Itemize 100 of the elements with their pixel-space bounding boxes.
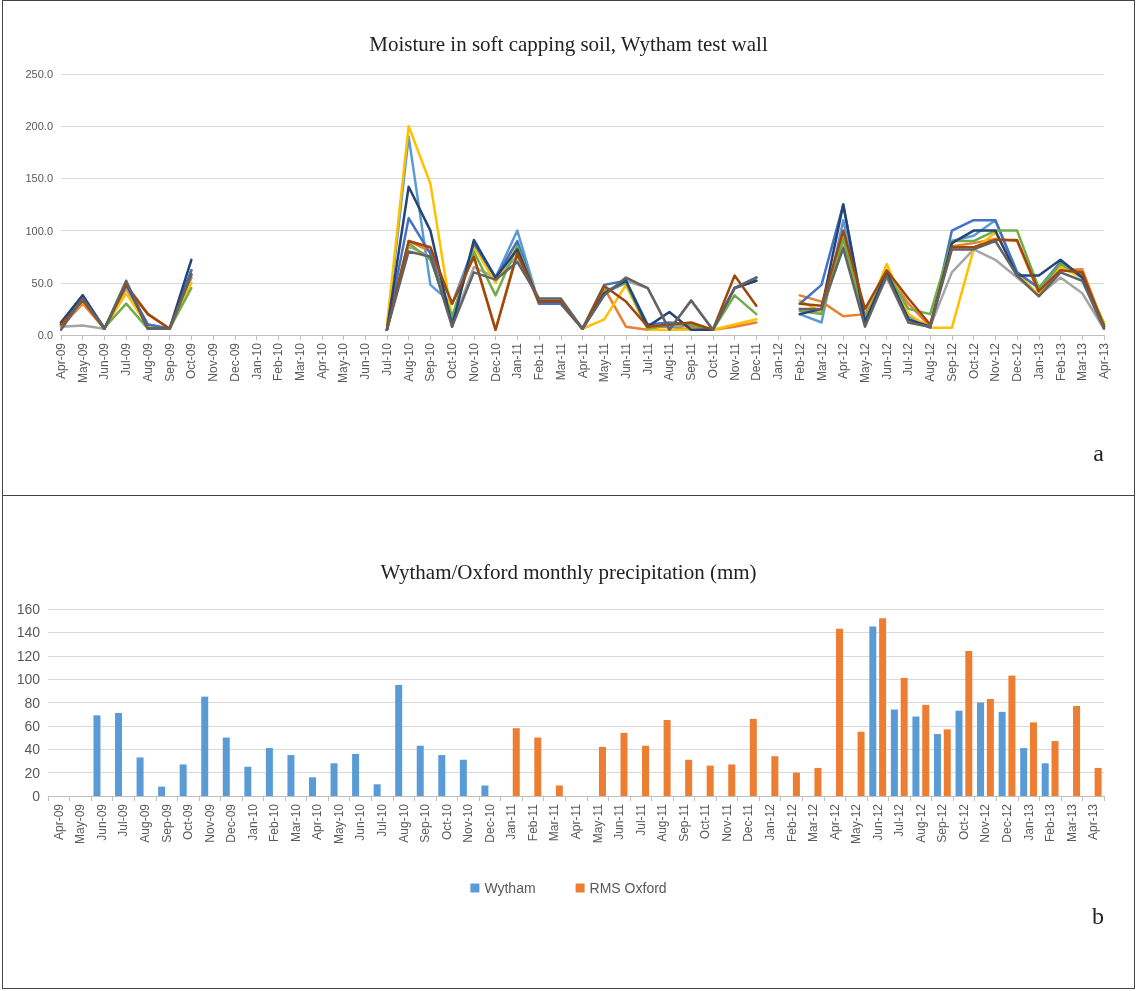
x-tick-label: Dec-10: [488, 342, 503, 382]
x-tick-label: Dec-12: [1000, 803, 1015, 843]
x-tick-label: Feb-12: [792, 342, 807, 382]
x-tick-label: Jun-12: [870, 803, 885, 841]
bar: [749, 718, 757, 796]
x-tick-label: Nov-12: [988, 342, 1003, 382]
x-tick-label: May-09: [75, 342, 90, 384]
x-tick-label: Jul-11: [640, 342, 655, 375]
x-tick-label: Apr-11: [575, 342, 590, 379]
bar: [179, 764, 187, 796]
x-tick-label: May-12: [857, 342, 872, 384]
text: a: [1093, 440, 1105, 466]
x-tick-label: Mar-11: [547, 803, 562, 842]
bar: [771, 756, 779, 796]
x-tick-label: Jun-11: [612, 803, 627, 840]
x-tick-label: Oct-11: [698, 803, 713, 840]
x-tick-label: Mar-13: [1064, 803, 1079, 843]
chart-title: Wytham/Oxford monthly precipitation (mm): [380, 559, 757, 584]
bar: [352, 753, 360, 796]
y-tick-label: 150.0: [25, 172, 53, 185]
bar: [869, 626, 877, 796]
x-tick-label: Jan-13: [1021, 803, 1036, 841]
bar: [136, 757, 144, 796]
bar: [287, 755, 295, 796]
y-tick-label: 50.0: [31, 276, 53, 289]
x-tick-label: May-11: [590, 803, 605, 844]
bar: [1094, 767, 1102, 796]
x-tick-label: Nov-09: [202, 803, 217, 843]
x-tick-label: Sep-10: [418, 803, 433, 843]
x-tick-label: Nov-09: [206, 342, 221, 382]
x-tick-label: Mar-11: [553, 342, 568, 381]
x-tick-label: Oct-09: [184, 342, 199, 380]
x-tick-label: Nov-12: [978, 803, 993, 843]
bar: [1020, 748, 1028, 796]
x-tick-label: Apr-10: [314, 342, 329, 380]
x-tick-label: Jul-12: [892, 803, 907, 837]
x-tick-label: Aug-09: [140, 342, 155, 382]
bar: [1051, 741, 1059, 796]
x-tick-label: Sep-11: [684, 342, 699, 381]
y-tick-label: 40: [24, 741, 41, 758]
text: b: [1092, 903, 1104, 929]
x-tick-label: Oct-09: [181, 803, 196, 841]
x-tick-label: Dec-11: [741, 803, 756, 842]
bar: [330, 763, 338, 796]
bar: [955, 710, 963, 796]
bar: [933, 734, 941, 796]
x-tick-label: Mar-12: [806, 803, 821, 843]
x-tick-label: Aug-10: [401, 342, 416, 382]
bar: [814, 767, 822, 796]
y-tick-label: 100: [16, 671, 41, 688]
bar: [373, 784, 381, 796]
bar: [416, 745, 424, 796]
x-tick-label: Nov-10: [466, 342, 481, 382]
x-tick-label: Dec-11: [749, 342, 764, 381]
bar: [512, 728, 520, 796]
x-tick-label: May-11: [597, 342, 612, 383]
x-tick-label: May-10: [336, 342, 351, 384]
bar: [620, 732, 628, 796]
y-tick-label: 60: [24, 717, 41, 734]
x-tick-label: Dec-09: [224, 803, 239, 843]
bar: [792, 772, 800, 796]
x-tick-label: Jan-12: [762, 803, 777, 841]
y-tick-label: 250.0: [25, 68, 53, 80]
bar: [890, 709, 898, 796]
bar: [663, 720, 671, 796]
x-tick-label: Feb-11: [532, 342, 547, 381]
bar: [201, 696, 209, 796]
bar: [1041, 763, 1049, 796]
x-tick-label: Jul-11: [633, 803, 648, 836]
x-tick-label: Feb-13: [1053, 342, 1068, 382]
x-tick-label: Jul-10: [375, 803, 390, 837]
x-tick-label: Aug-12: [923, 342, 938, 382]
y-tick-label: 200.0: [25, 120, 53, 133]
bar: [1029, 722, 1037, 796]
bar: [459, 759, 467, 796]
x-tick-label: Oct-10: [439, 803, 454, 841]
x-tick-label: Jul-10: [379, 342, 394, 376]
bar: [912, 716, 920, 796]
x-tick-label: Jun-12: [879, 342, 894, 380]
x-tick-label: Apr-11: [569, 803, 583, 840]
legend-label: RMS Oxford: [589, 880, 667, 896]
x-tick-label: Aug-10: [396, 803, 411, 843]
x-tick-label: Jun-11: [618, 342, 633, 379]
x-tick-label: Mar-10: [293, 342, 308, 382]
bar: [857, 731, 865, 796]
x-tick-label: Mar-10: [288, 803, 303, 843]
x-tick-label: Sep-09: [162, 342, 177, 382]
y-tick-label: 100.0: [25, 224, 53, 237]
x-tick-label: Mar-13: [1075, 342, 1090, 382]
x-tick-label: Nov-11: [727, 342, 742, 381]
y-tick-label: 0.0: [37, 329, 53, 341]
x-tick-label: May-09: [73, 803, 88, 845]
bar: [265, 748, 273, 796]
x-tick-label: Jan-12: [771, 342, 786, 380]
bar: [836, 628, 844, 796]
y-tick-label: 0: [32, 788, 41, 804]
y-tick-label: 120: [16, 647, 41, 664]
bar: [222, 737, 230, 796]
x-tick-label: Jul-12: [901, 342, 916, 376]
x-tick-label: Jul-09: [116, 803, 131, 837]
